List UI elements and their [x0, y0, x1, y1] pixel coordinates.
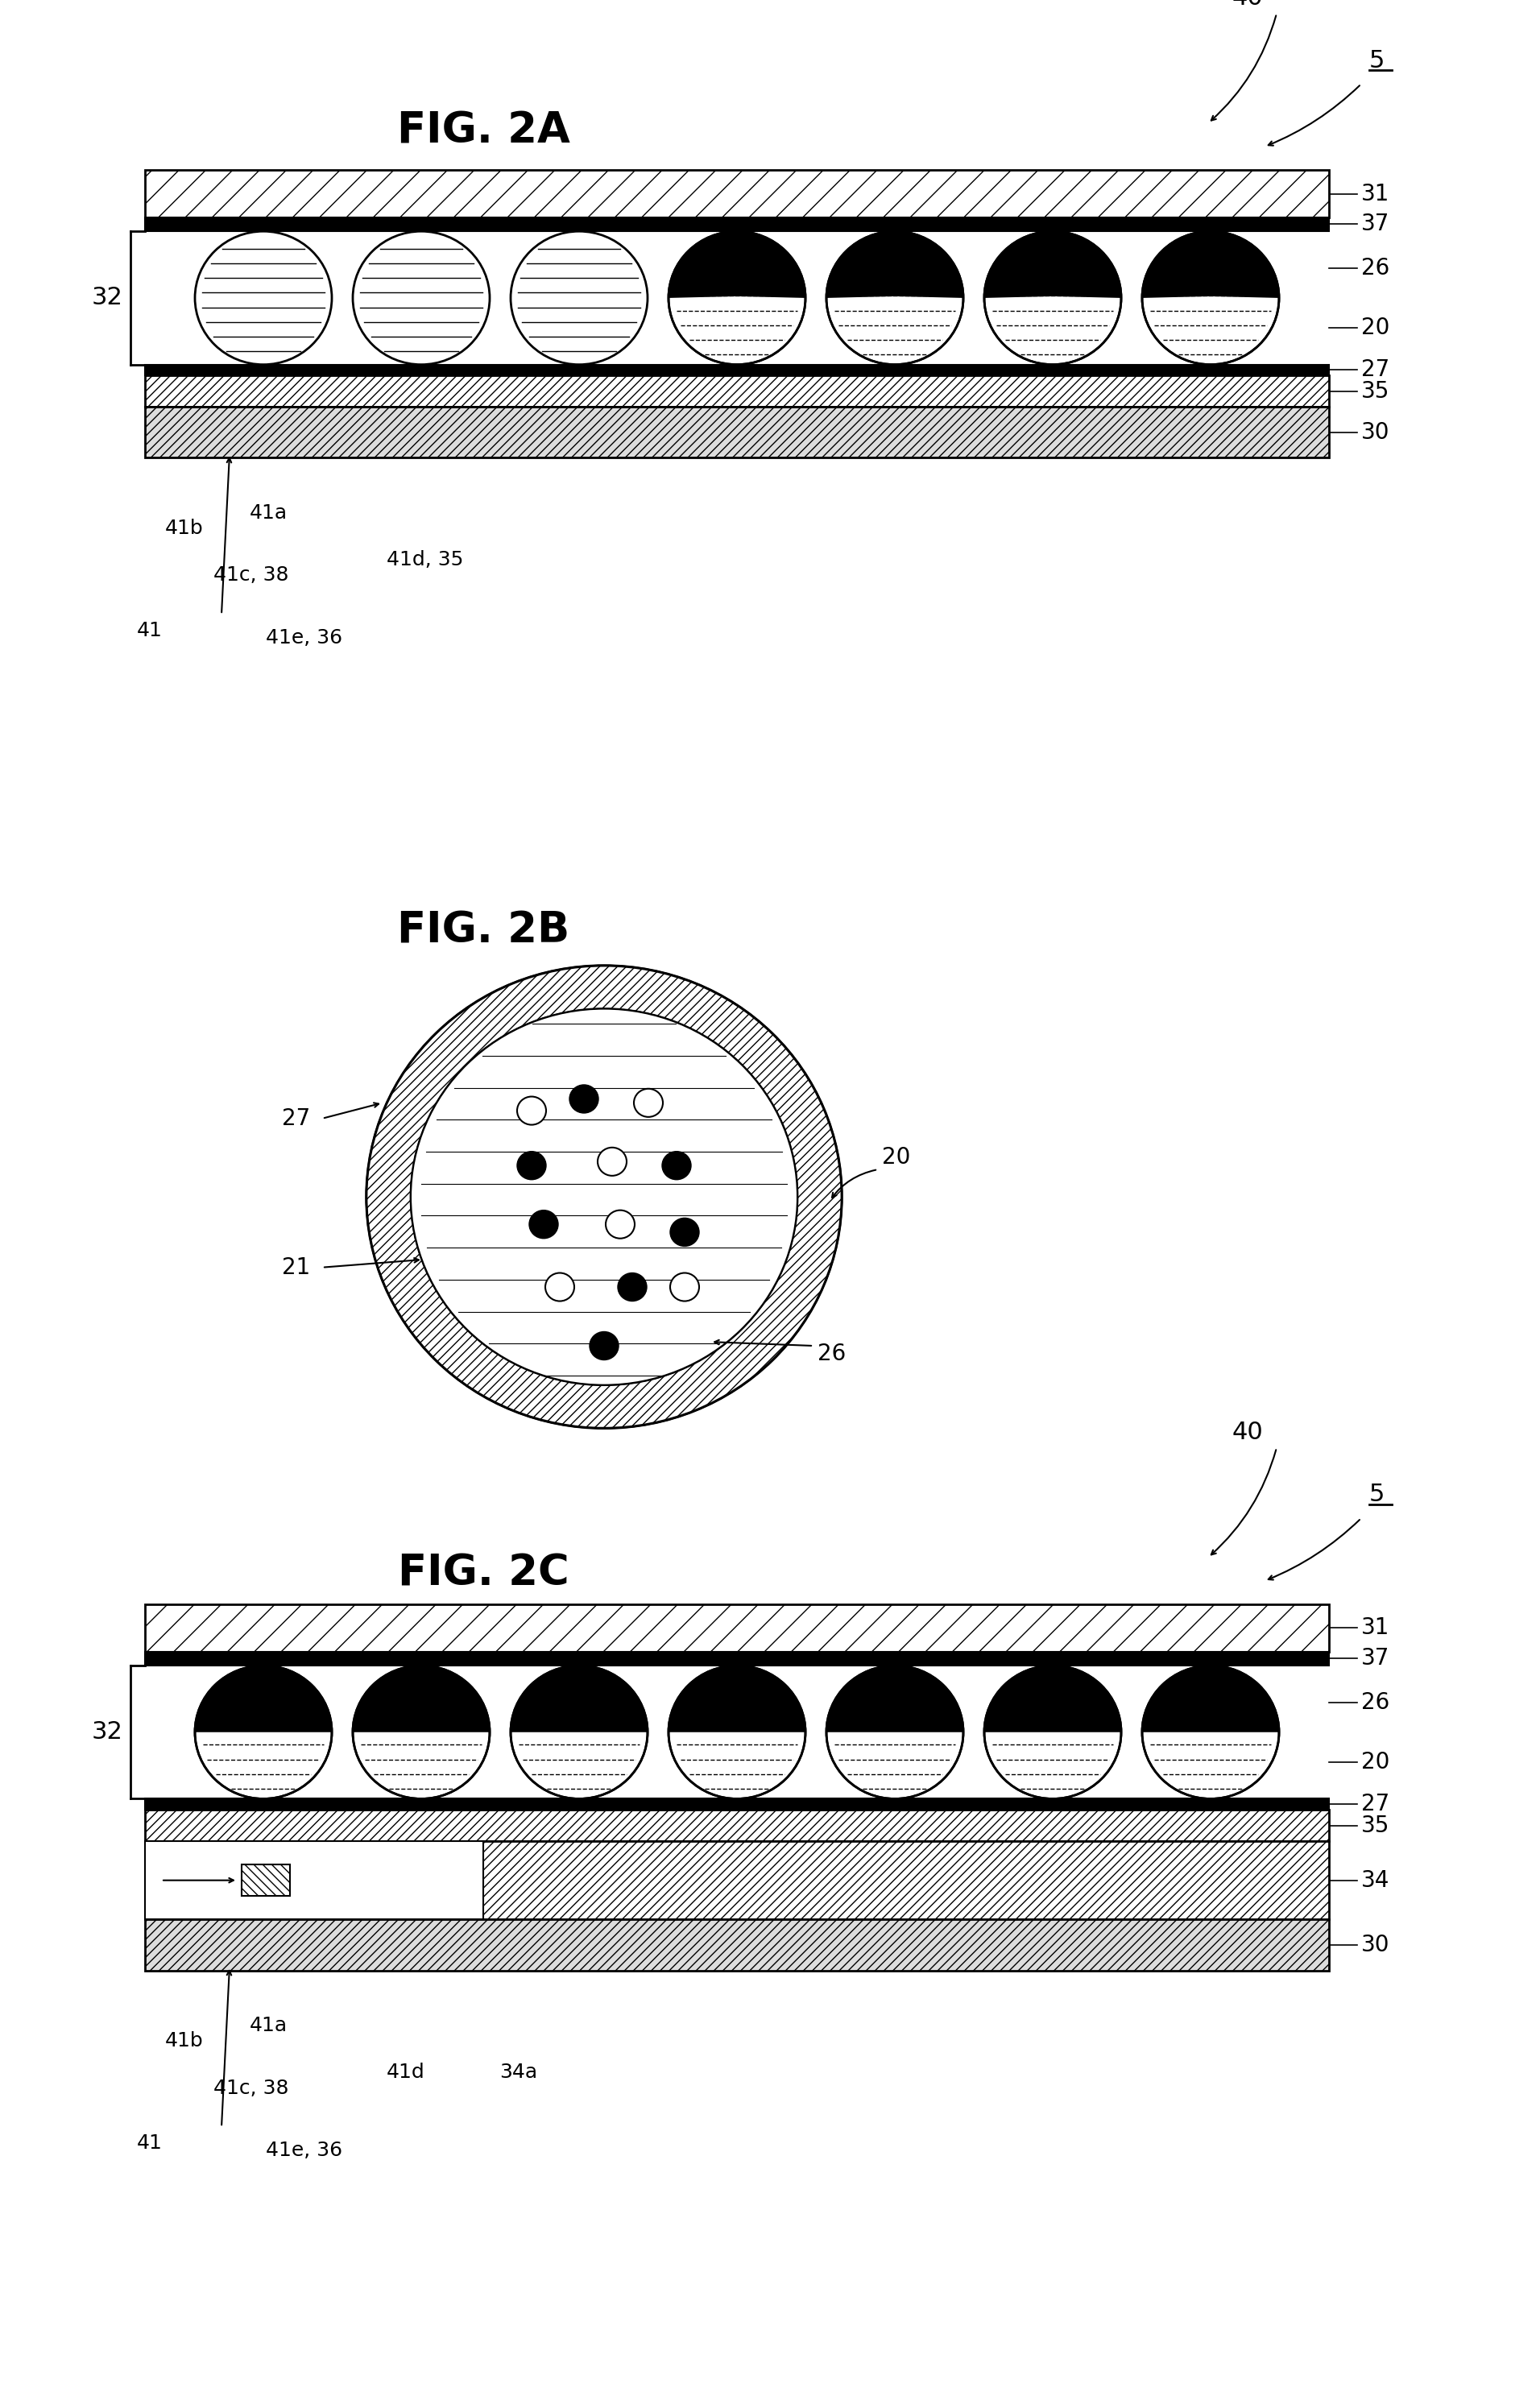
Bar	[145, 218, 1329, 232]
Text: 26: 26	[1361, 256, 1389, 280]
Circle shape	[1143, 1665, 1280, 1799]
Polygon shape	[827, 1665, 964, 1732]
Text: 20: 20	[1361, 1751, 1389, 1773]
Circle shape	[570, 1085, 599, 1114]
Circle shape	[367, 966, 842, 1428]
Circle shape	[984, 232, 1121, 364]
Bar	[145, 1840, 1329, 1919]
Circle shape	[517, 1152, 547, 1179]
Circle shape	[618, 1272, 647, 1301]
Bar	[145, 1799, 1329, 1809]
Circle shape	[827, 1665, 964, 1799]
Text: 41: 41	[137, 2132, 163, 2152]
Bar	[145, 1919, 1329, 1970]
Text: 26: 26	[1361, 1692, 1389, 1713]
Polygon shape	[827, 232, 964, 297]
Bar	[145, 1605, 1329, 1651]
Text: 37: 37	[1361, 1646, 1389, 1670]
Text: 21: 21	[282, 1256, 310, 1279]
Circle shape	[598, 1148, 627, 1176]
Text: 20: 20	[882, 1145, 910, 1169]
Circle shape	[530, 1210, 557, 1239]
Text: 41a: 41a	[249, 2015, 288, 2034]
Circle shape	[511, 1665, 648, 1799]
Text: 41: 41	[137, 621, 163, 640]
Text: 41b: 41b	[165, 518, 203, 539]
Text: 30: 30	[1361, 1934, 1389, 1955]
Polygon shape	[196, 1665, 331, 1732]
Text: 26: 26	[818, 1342, 845, 1366]
Text: 32: 32	[91, 285, 122, 309]
Text: 30: 30	[1361, 422, 1389, 443]
Text: 41e, 36: 41e, 36	[266, 2142, 342, 2161]
Text: 35: 35	[1361, 381, 1389, 403]
Bar	[145, 1840, 484, 1919]
Circle shape	[353, 232, 490, 364]
Circle shape	[517, 1097, 547, 1124]
Circle shape	[662, 1152, 691, 1179]
Text: 5: 5	[1369, 48, 1384, 72]
Text: 34a: 34a	[499, 2063, 537, 2082]
Circle shape	[827, 232, 964, 364]
Circle shape	[634, 1088, 662, 1117]
Bar	[145, 407, 1329, 458]
Bar	[145, 364, 1329, 376]
Text: 5: 5	[1369, 1483, 1384, 1507]
Text: FIG. 2C: FIG. 2C	[397, 1553, 568, 1593]
Circle shape	[670, 1217, 699, 1246]
Text: 34: 34	[1361, 1869, 1389, 1890]
Circle shape	[411, 1009, 798, 1385]
Polygon shape	[1143, 1665, 1280, 1732]
Text: 32: 32	[91, 1720, 122, 1744]
Polygon shape	[1143, 232, 1280, 297]
Circle shape	[511, 232, 648, 364]
Text: 27: 27	[282, 1107, 310, 1131]
Text: 31: 31	[1361, 1617, 1389, 1639]
Circle shape	[605, 1210, 634, 1239]
Circle shape	[668, 232, 805, 364]
Bar	[145, 1809, 1329, 1840]
Text: 41c, 38: 41c, 38	[214, 565, 288, 585]
Text: 41d, 35: 41d, 35	[387, 551, 464, 570]
Circle shape	[670, 1272, 699, 1301]
Bar	[145, 1651, 1329, 1665]
Circle shape	[984, 1665, 1121, 1799]
Bar	[145, 170, 1329, 218]
Text: 27: 27	[1361, 359, 1389, 381]
Polygon shape	[984, 1665, 1121, 1732]
Text: 20: 20	[1361, 316, 1389, 340]
Circle shape	[545, 1272, 574, 1301]
Text: 41d: 41d	[387, 2063, 425, 2082]
Polygon shape	[668, 1665, 805, 1732]
Text: 31: 31	[1361, 182, 1389, 206]
Text: FIG. 2B: FIG. 2B	[397, 910, 570, 951]
Text: 37: 37	[1361, 213, 1389, 235]
Circle shape	[668, 1665, 805, 1799]
Polygon shape	[668, 232, 805, 297]
Circle shape	[1143, 232, 1280, 364]
Text: FIG. 2A: FIG. 2A	[397, 110, 570, 151]
Polygon shape	[984, 232, 1121, 297]
Bar	[145, 376, 1329, 407]
Polygon shape	[353, 1665, 490, 1732]
Text: 41c, 38: 41c, 38	[214, 2077, 288, 2096]
Circle shape	[196, 1665, 331, 1799]
Text: 40: 40	[1232, 1421, 1263, 1445]
Text: 41b: 41b	[165, 2032, 203, 2051]
Text: 27: 27	[1361, 1792, 1389, 1816]
Polygon shape	[511, 1665, 648, 1732]
Circle shape	[353, 1665, 490, 1799]
Text: 35: 35	[1361, 1814, 1389, 1838]
Text: 40: 40	[1232, 0, 1263, 10]
Bar	[242, 1864, 290, 1895]
Circle shape	[196, 232, 331, 364]
Text: 41e, 36: 41e, 36	[266, 628, 342, 647]
Text: 41a: 41a	[249, 503, 288, 522]
Circle shape	[590, 1332, 619, 1361]
